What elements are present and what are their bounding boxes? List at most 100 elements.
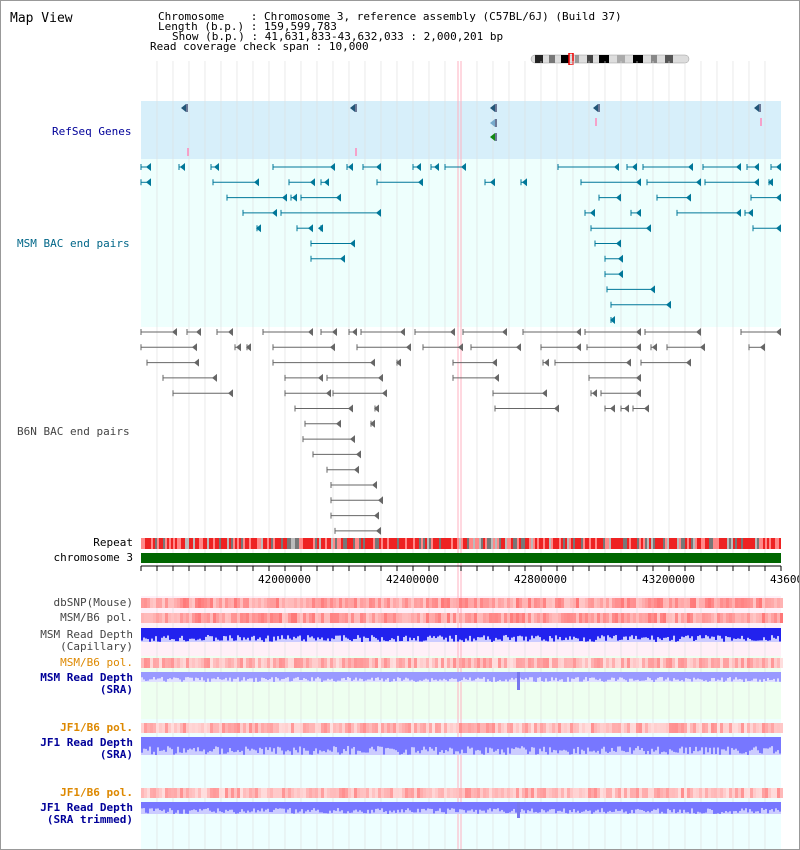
msm-bac-pair-head: [434, 163, 439, 171]
pol-cell: [711, 613, 714, 623]
track-label-jf1-depth-2[interactable]: JF1 Read Depth (SRA trimmed): [40, 802, 133, 826]
repeat-block: [541, 538, 543, 549]
pol-cell: [516, 788, 519, 798]
msm-sra-depth-bar: [157, 672, 159, 679]
pol-cell: [246, 613, 249, 623]
jf1-trimmed-depth-bar: [689, 802, 691, 814]
jf1-sra-depth-bar: [159, 737, 161, 751]
msm-capillary-depth-bar: [553, 628, 555, 642]
track-label-chromosome[interactable]: chromosome 3: [53, 551, 133, 564]
jf1-depth-1-line1: JF1 Read Depth: [40, 736, 133, 749]
track-label-msm-bac[interactable]: MSM BAC end pairs: [17, 237, 130, 250]
msm-capillary-depth-bar: [423, 628, 425, 641]
repeat-block: [369, 538, 371, 549]
span-key: Read coverage check span: [150, 40, 309, 53]
msm-capillary-depth-bar: [447, 628, 449, 642]
msm-sra-depth-bar: [417, 672, 419, 682]
jf1-trimmed-depth-bar: [297, 802, 299, 813]
msm-sra-depth-bar: [509, 672, 511, 680]
pol-cell: [366, 723, 369, 733]
jf1-trimmed-depth-bar: [701, 802, 703, 814]
pol-cell: [330, 658, 333, 668]
pol-cell: [561, 613, 564, 623]
pol-cell: [324, 613, 327, 623]
jf1-sra-depth-bar: [227, 737, 229, 753]
pol-cell: [690, 658, 693, 668]
jf1-trimmed-depth-bar: [487, 802, 489, 810]
pol-cell: [774, 788, 777, 798]
pol-cell: [597, 788, 600, 798]
track-label-refseq[interactable]: RefSeq Genes: [52, 125, 132, 138]
repeat-block: [761, 538, 763, 549]
msm-sra-depth-bar: [297, 672, 299, 678]
repeat-block: [177, 538, 179, 549]
msm-sra-depth-bar: [649, 672, 651, 679]
jf1-sra-depth-bar: [215, 737, 217, 747]
msm-capillary-depth-bar: [625, 628, 627, 637]
msm-capillary-depth-bar: [421, 628, 423, 642]
jf1-trimmed-depth-bar: [351, 802, 353, 813]
dbsnp-cell: [315, 598, 318, 608]
dbsnp-cell: [705, 598, 708, 608]
jf1-sra-depth-bar: [687, 737, 689, 754]
track-label-msm-depth-sra[interactable]: MSM Read Depth (SRA): [40, 672, 133, 696]
pol-cell: [165, 723, 168, 733]
pol-cell: [495, 658, 498, 668]
track-label-msm-b6-pol-1[interactable]: MSM/B6 pol.: [60, 611, 133, 624]
jf1-trimmed-depth-bar: [303, 802, 305, 814]
msm-capillary-depth-bar: [383, 628, 385, 641]
track-label-b6n-bac[interactable]: B6N BAC end pairs: [17, 425, 130, 438]
pol-cell: [669, 613, 672, 623]
pol-cell: [168, 788, 171, 798]
dbsnp-cell: [711, 598, 714, 608]
jf1-trimmed-depth-bar: [413, 802, 415, 813]
msm-capillary-depth-bar: [485, 628, 487, 640]
repeat-block: [325, 538, 327, 549]
jf1-trimmed-depth-bar: [239, 802, 241, 812]
jf1-trimmed-depth-bar: [531, 802, 533, 809]
pol-cell: [177, 723, 180, 733]
pol-cell: [666, 788, 669, 798]
pol-cell: [252, 723, 255, 733]
pol-cell: [321, 723, 324, 733]
track-label-jf1-pol-2[interactable]: JF1/B6 pol.: [60, 786, 133, 799]
jf1-sra-depth-bar: [249, 737, 251, 751]
track-label-msm-b6-pol-2[interactable]: MSM/B6 pol.: [60, 656, 133, 669]
jf1-trimmed-depth-bar: [385, 802, 387, 812]
jf1-trimmed-depth-bar: [613, 802, 615, 812]
pol-cell: [339, 788, 342, 798]
msm-capillary-depth-bar: [253, 628, 255, 636]
jf1-sra-depth-bar: [183, 737, 185, 749]
msm-sra-depth-bar: [645, 672, 647, 681]
jf1-sra-depth-bar: [659, 737, 661, 754]
pol-cell: [633, 613, 636, 623]
msm-capillary-depth-bar: [385, 628, 387, 642]
pol-cell: [678, 613, 681, 623]
msm-sra-depth-bar: [439, 672, 441, 680]
track-label-jf1-depth-1[interactable]: JF1 Read Depth (SRA): [40, 737, 133, 761]
pol-cell: [342, 658, 345, 668]
pol-cell: [180, 658, 183, 668]
jf1-trimmed-depth-bar: [435, 802, 437, 812]
repeat-block: [349, 538, 351, 549]
pol-cell: [288, 658, 291, 668]
dbsnp-cell: [768, 598, 771, 608]
track-label-repeat[interactable]: Repeat: [93, 536, 133, 549]
msm-capillary-depth-bar: [335, 628, 337, 636]
track-label-jf1-pol-1[interactable]: JF1/B6 pol.: [60, 721, 133, 734]
msm-sra-depth-bar: [597, 672, 599, 681]
chromosome-ideogram[interactable]: [529, 53, 691, 65]
track-label-dbsnp[interactable]: dbSNP(Mouse): [53, 596, 133, 609]
repeat-block: [707, 538, 709, 549]
pol-cell: [570, 658, 573, 668]
msm-capillary-depth-bar: [565, 628, 567, 638]
track-label-msm-depth-capillary[interactable]: MSM Read Depth (Capillary): [40, 629, 133, 653]
jf1-sra-depth-bar: [541, 737, 543, 752]
pol-cell: [618, 613, 621, 623]
repeat-block: [335, 538, 337, 549]
pol-cell: [195, 723, 198, 733]
jf1-trimmed-depth-bar: [425, 802, 427, 811]
msm-sra-depth-bar: [571, 672, 573, 679]
repeat-block: [295, 538, 297, 549]
